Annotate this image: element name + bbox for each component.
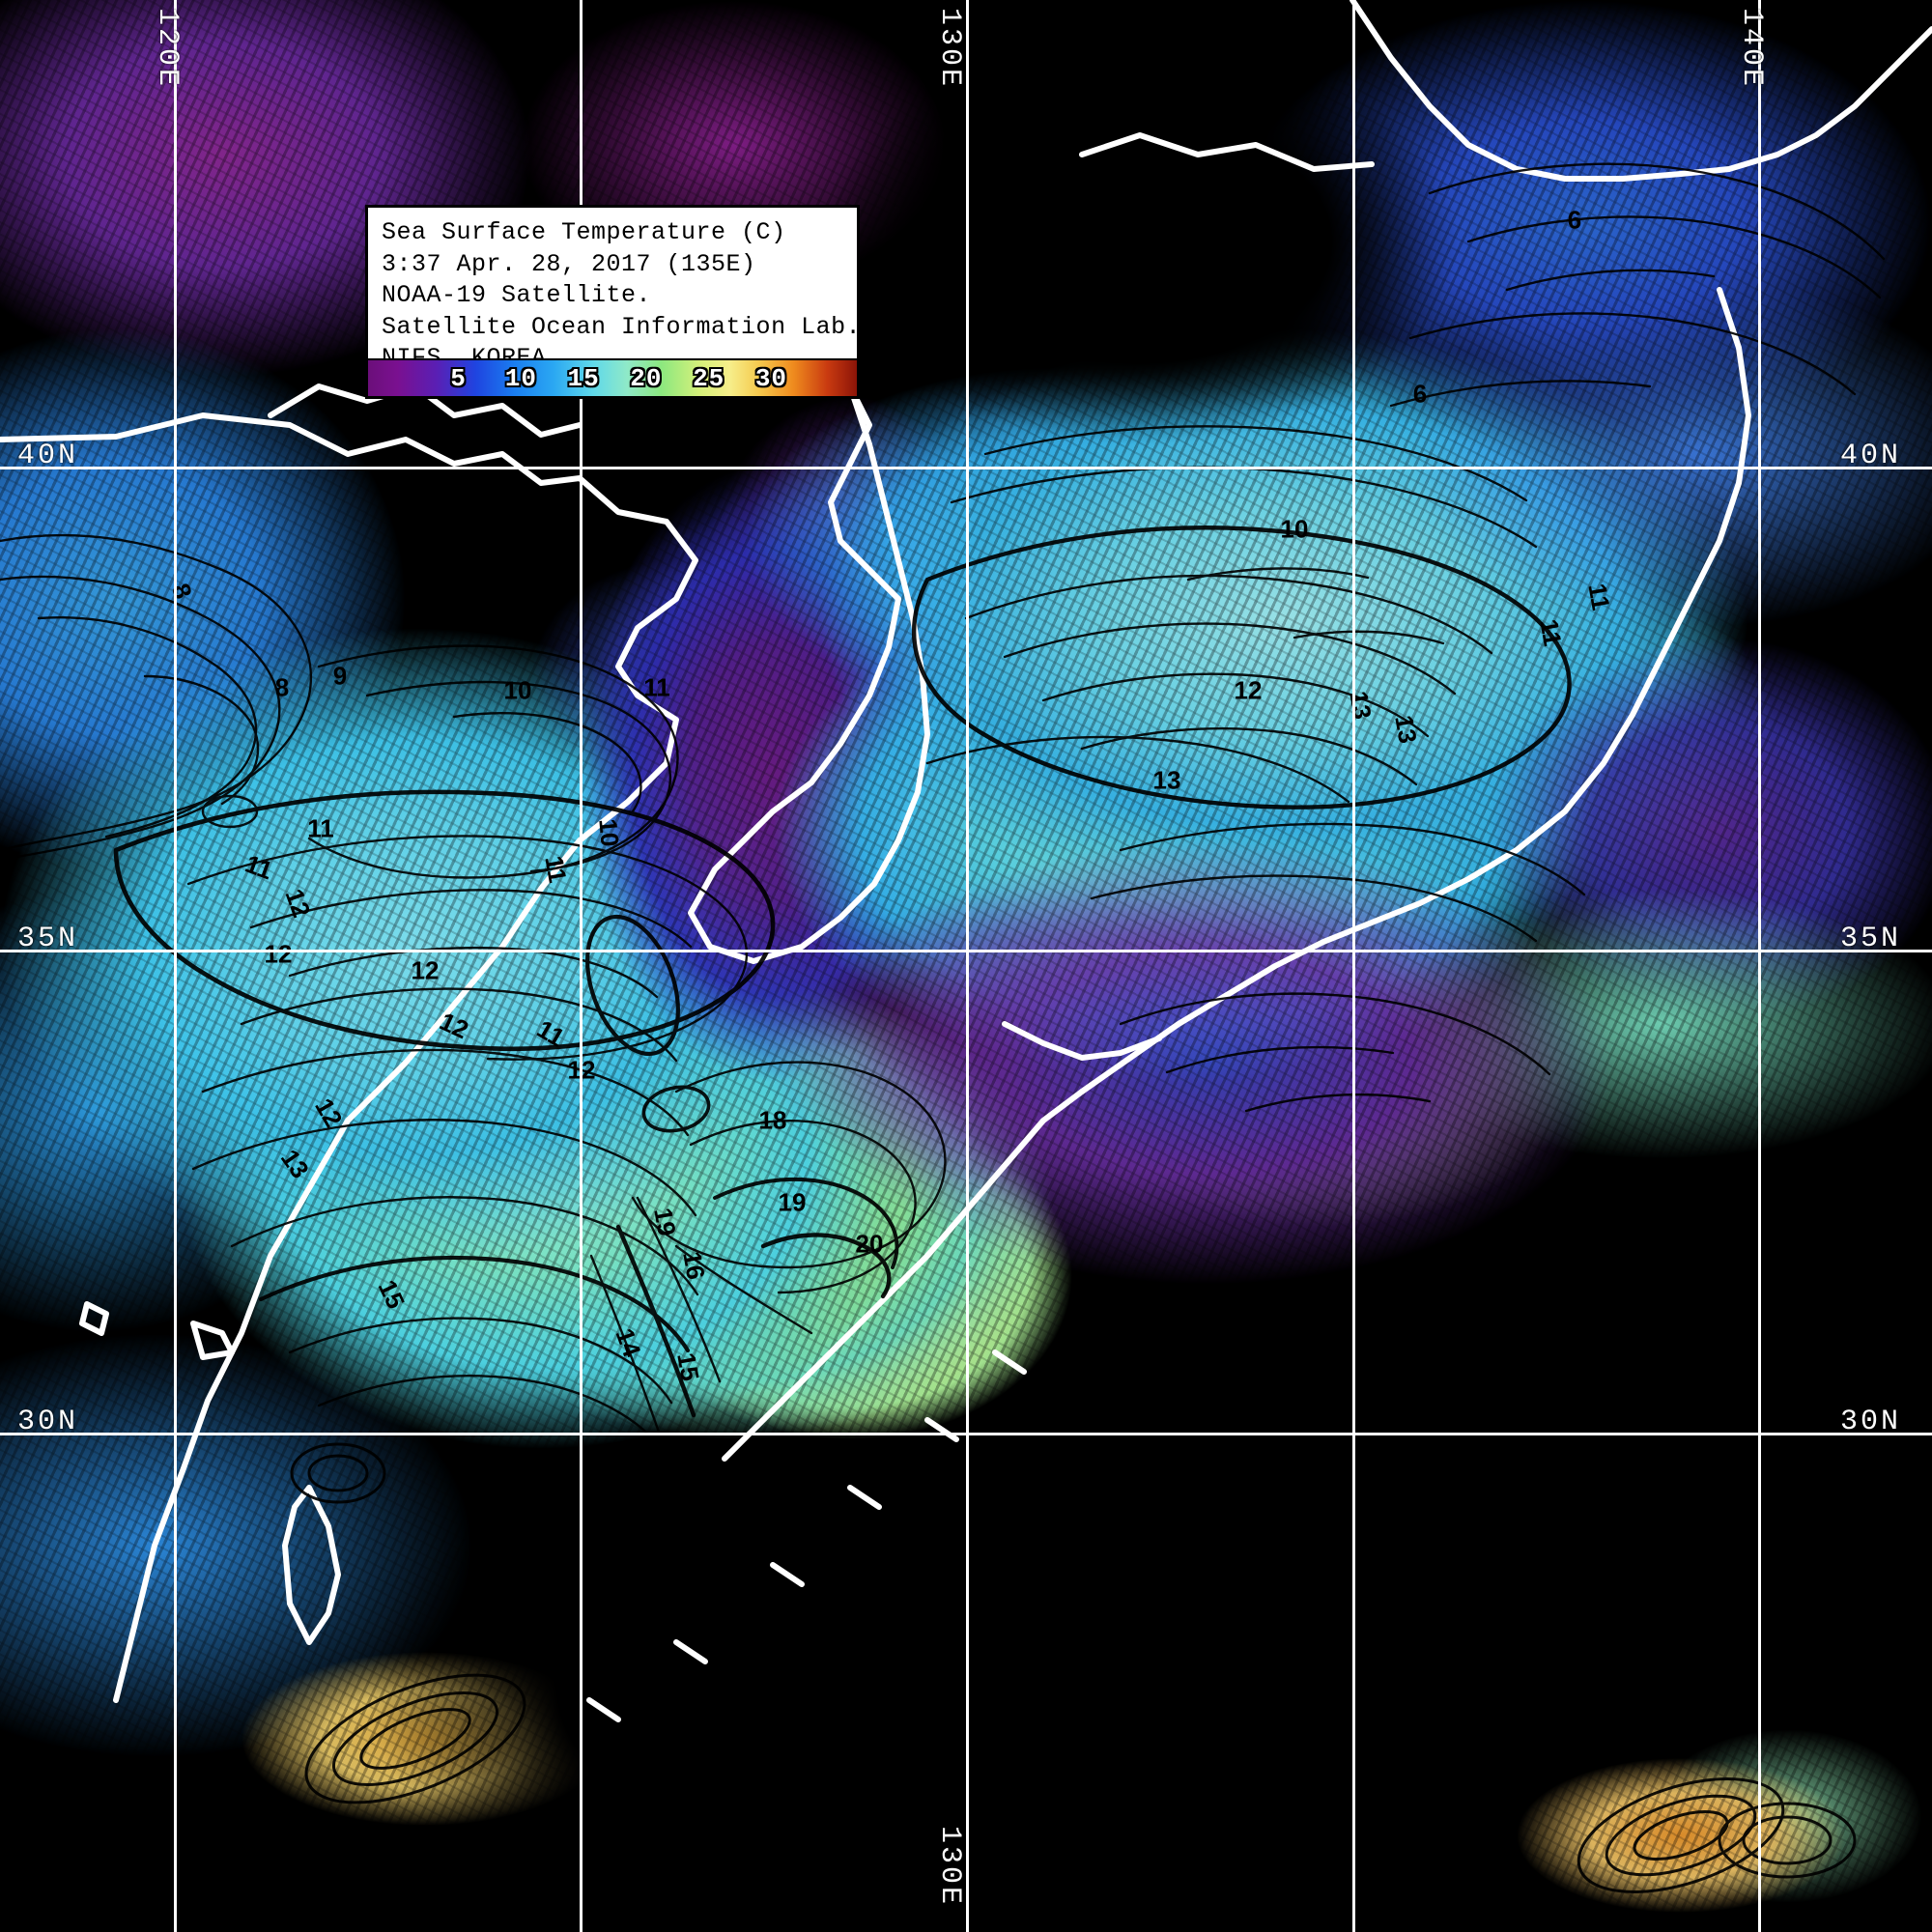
graticule-label-longitude-3: 130E xyxy=(933,1826,966,1908)
isotherm-contour-group xyxy=(0,162,1886,1893)
graticule-label-longitude-2: 140E xyxy=(1735,8,1768,90)
colorbar-gradient xyxy=(368,360,857,396)
colorbar-tick-25: 25 xyxy=(693,363,725,393)
graticule-parallel-0 xyxy=(0,467,1932,469)
colorbar-tick-20: 20 xyxy=(630,363,663,393)
info-line-satellite: NOAA-19 Satellite. xyxy=(382,281,652,309)
graticule-label-latitude-4: 30N xyxy=(17,1406,79,1438)
graticule-label-latitude-5: 30N xyxy=(1840,1406,1902,1438)
graticule-meridian-0 xyxy=(174,0,177,1932)
colorbar-tick-10: 10 xyxy=(504,363,537,393)
colorbar-tick-15: 15 xyxy=(567,363,600,393)
graticule-meridian-4 xyxy=(1758,0,1761,1932)
info-line-datetime: 3:37 Apr. 28, 2017 (135E) xyxy=(382,249,756,278)
colorbar-tick-labels: 5 10 15 20 25 30 xyxy=(368,360,857,396)
info-line-lab: Satellite Ocean Information Lab. xyxy=(382,312,862,341)
info-legend-panel: Sea Surface Temperature (C) 3:37 Apr. 28… xyxy=(365,205,862,383)
info-line-title: Sea Surface Temperature (C) xyxy=(382,218,786,246)
colorbar-tick-30: 30 xyxy=(754,363,788,393)
graticule-label-latitude-2: 35N xyxy=(17,923,79,955)
graticule-label-longitude-1: 130E xyxy=(933,8,966,90)
temperature-colorbar: 5 10 15 20 25 30 xyxy=(365,358,860,399)
graticule-label-latitude-1: 40N xyxy=(1840,440,1902,472)
graticule-meridian-1 xyxy=(580,0,582,1932)
graticule-parallel-1 xyxy=(0,950,1932,952)
graticule-parallel-2 xyxy=(0,1433,1932,1435)
colorbar-tick-5: 5 xyxy=(450,363,467,393)
graticule-label-latitude-3: 35N xyxy=(1840,923,1902,955)
graticule-label-latitude-0: 40N xyxy=(17,440,79,472)
graticule-meridian-2 xyxy=(966,0,969,1932)
graticule-meridian-3 xyxy=(1352,0,1355,1932)
graticule-label-longitude-0: 120E xyxy=(151,8,184,90)
